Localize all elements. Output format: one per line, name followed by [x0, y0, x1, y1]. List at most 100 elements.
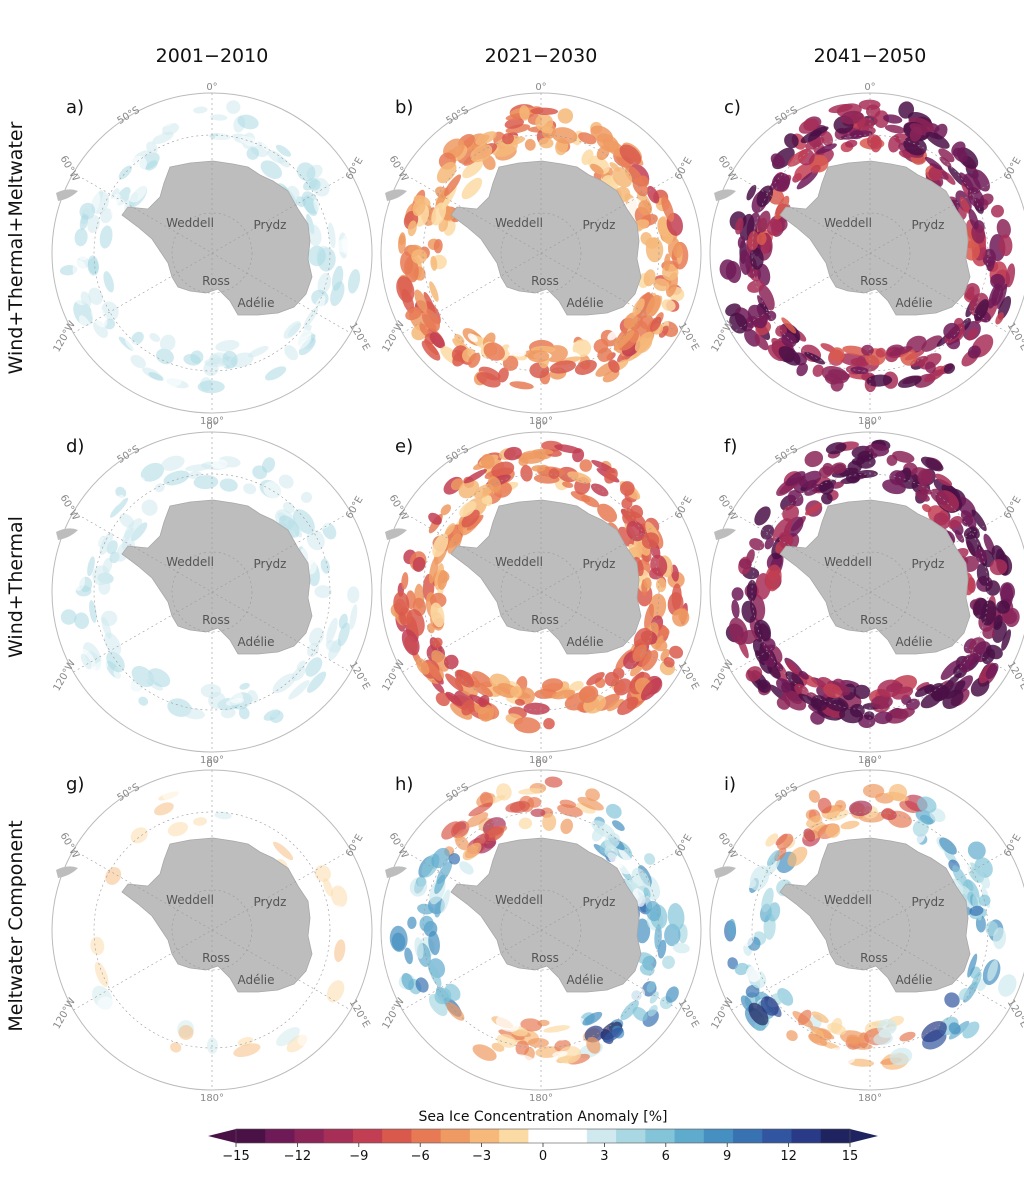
- anomaly-cell: [756, 185, 774, 208]
- grid-label: 120°E: [347, 660, 372, 692]
- anomaly-cell: [406, 609, 425, 637]
- anomaly-cell: [586, 1036, 601, 1054]
- anomaly-cell: [468, 352, 481, 368]
- anomaly-cell: [798, 118, 819, 134]
- anomaly-cell: [817, 797, 832, 814]
- anomaly-cell: [436, 161, 457, 184]
- anomaly-cell: [935, 473, 953, 487]
- graticule: [402, 93, 680, 413]
- latitude-circle: [500, 212, 582, 294]
- grid-label: 120°W: [381, 319, 408, 354]
- anomaly-cell: [991, 284, 1004, 306]
- anomaly-cell: [325, 640, 341, 653]
- anomaly-cell: [669, 645, 684, 659]
- latitude-circle: [829, 212, 911, 294]
- anomaly-cell: [889, 470, 906, 486]
- anomaly-cell: [314, 512, 332, 529]
- anomaly-cell: [776, 678, 792, 693]
- anomaly-cell: [275, 144, 292, 157]
- anomaly-cell: [90, 936, 105, 956]
- anomaly-cell: [291, 329, 312, 350]
- colorbar-swatch: [791, 1129, 822, 1143]
- anomaly-cell: [986, 256, 995, 272]
- anomaly-cell: [731, 599, 740, 619]
- latitude-circle: [829, 551, 911, 633]
- anomaly-cell: [554, 444, 582, 454]
- anomaly-cell: [461, 509, 480, 528]
- anomaly-cell: [161, 488, 176, 501]
- graticule: [402, 770, 680, 1090]
- anomaly-cell: [892, 450, 915, 463]
- anomaly-cell: [271, 130, 283, 139]
- grid-label: 0°: [864, 82, 875, 93]
- anomaly-cell: [239, 135, 259, 147]
- anomaly-cell: [863, 711, 875, 720]
- anomaly-cell: [419, 323, 430, 337]
- anomaly-cell: [261, 139, 277, 152]
- anomaly-cell: [389, 925, 408, 952]
- anomaly-cell: [472, 1044, 497, 1061]
- anomaly-cell: [190, 350, 204, 364]
- anomaly-cell: [671, 583, 682, 611]
- anomaly-cell: [943, 322, 960, 340]
- anomaly-cell: [126, 155, 147, 176]
- anomaly-cell: [189, 114, 211, 127]
- anomaly-cell: [473, 483, 494, 499]
- anomaly-cell: [419, 915, 434, 932]
- grid-label: 180°: [529, 416, 553, 427]
- anomaly-cell: [145, 160, 158, 171]
- anomaly-cell: [495, 1015, 520, 1032]
- anomaly-cell: [491, 461, 515, 478]
- anomaly-cell: [567, 471, 592, 484]
- colorbar-tick-label: 6: [662, 1149, 670, 1164]
- region-label: Weddell: [166, 555, 214, 569]
- anomaly-cell: [434, 1028, 451, 1044]
- region-label: Prydz: [583, 218, 616, 232]
- anomaly-cell: [806, 815, 823, 828]
- anomaly-cell: [79, 202, 96, 220]
- anomaly-cell: [427, 623, 435, 634]
- anomaly-cell: [787, 846, 808, 867]
- anomaly-cell: [429, 281, 439, 302]
- row-title: Meltwater Component: [5, 820, 27, 1031]
- anomaly-cell: [407, 220, 417, 237]
- colorbar-extend-low: [208, 1129, 236, 1143]
- anomaly-cell: [151, 815, 170, 830]
- anomaly-cell: [576, 802, 596, 814]
- anomaly-cell: [597, 503, 618, 523]
- anomaly-cell: [898, 150, 912, 159]
- anomaly-cell: [541, 678, 564, 692]
- anomaly-cell: [80, 653, 92, 670]
- anomaly-cell: [307, 224, 322, 247]
- panel-label: i): [724, 774, 736, 795]
- meridian-line: [402, 511, 680, 673]
- meridian-line: [731, 849, 1009, 1011]
- anomaly-cell: [989, 559, 1008, 576]
- anomaly-cell: [760, 524, 775, 540]
- anomaly-cell: [241, 103, 262, 119]
- anomaly-cell: [765, 310, 777, 322]
- anomaly-cell: [468, 802, 493, 817]
- grid-label: 180°: [529, 1093, 553, 1104]
- anomaly-cell: [193, 817, 208, 826]
- anomaly-cell: [827, 1022, 847, 1036]
- anomaly-cell: [917, 796, 937, 814]
- anomaly-cell: [796, 170, 819, 190]
- anomaly-field: [90, 784, 356, 1058]
- anomaly-cell: [437, 570, 448, 590]
- anomaly-cell: [544, 776, 563, 788]
- anomaly-cell: [663, 253, 671, 272]
- anomaly-cell: [342, 233, 354, 256]
- grid-label: 120°E: [1005, 998, 1024, 1030]
- anomaly-cell: [954, 852, 972, 873]
- anomaly-cell: [487, 476, 502, 493]
- anomaly-cell: [871, 695, 893, 710]
- anomaly-cell: [765, 833, 779, 847]
- anomaly-cell: [794, 683, 809, 697]
- anomaly-cell: [765, 564, 782, 592]
- anomaly-cell: [210, 459, 228, 469]
- anomaly-cell: [910, 355, 929, 367]
- anomaly-cell: [749, 247, 764, 270]
- anomaly-cell: [136, 667, 156, 684]
- anomaly-cell: [985, 663, 999, 679]
